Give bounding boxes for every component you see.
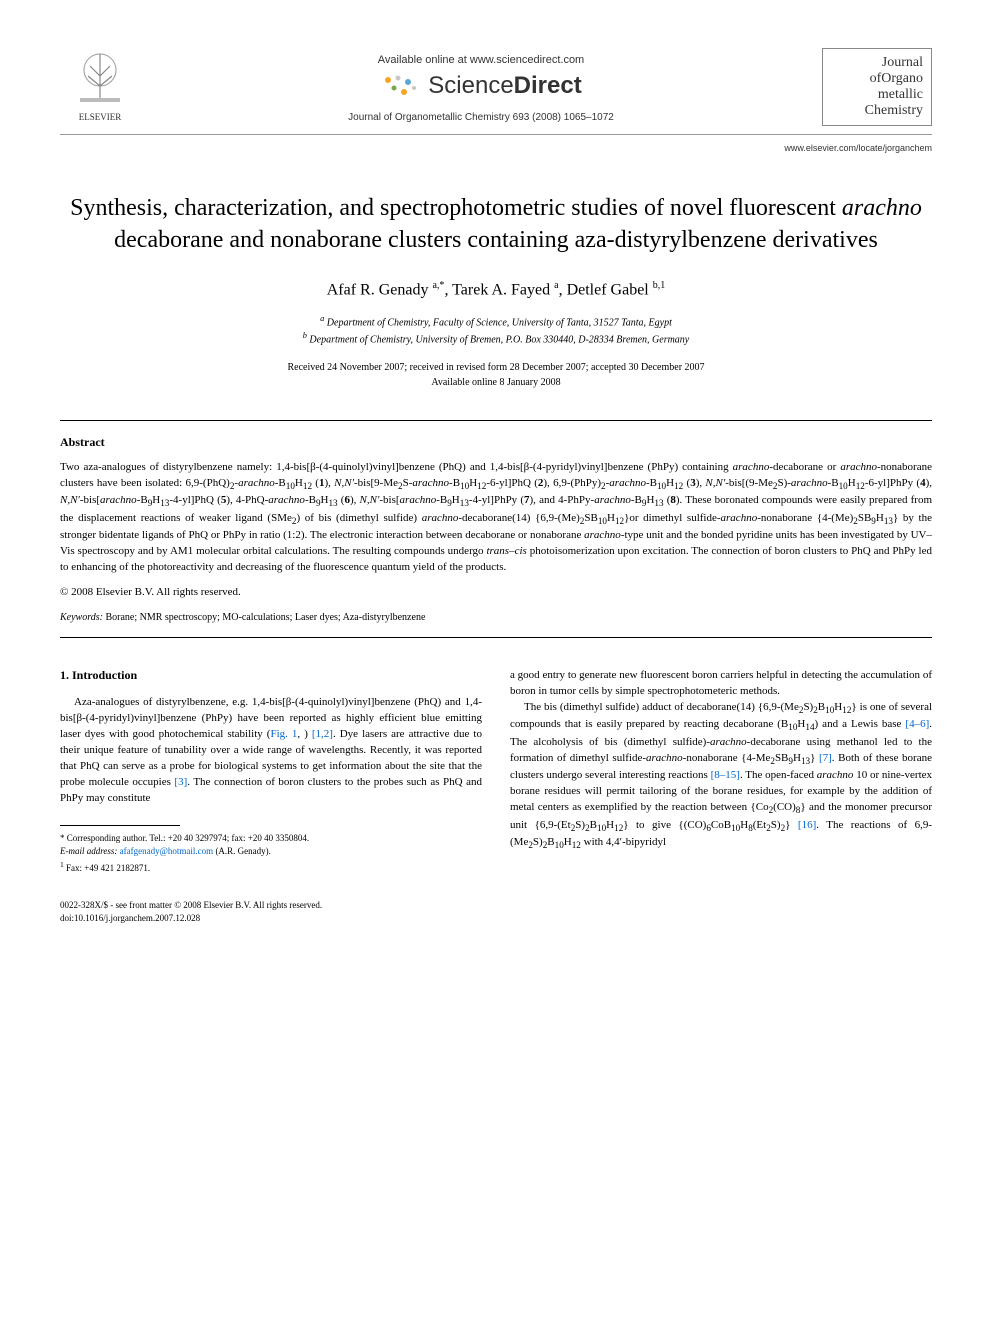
- email-address[interactable]: afafgenady@hotmail.com: [120, 846, 214, 856]
- journal-logo-line4: Chemistry: [831, 103, 923, 119]
- affiliations: a Department of Chemistry, Faculty of Sc…: [60, 313, 932, 348]
- fax-note: 1 Fax: +49 421 2182871.: [60, 859, 482, 876]
- center-header: Available online at www.sciencedirect.co…: [140, 48, 822, 123]
- journal-reference: Journal of Organometallic Chemistry 693 …: [140, 112, 822, 123]
- header-row: ELSEVIER Available online at www.science…: [60, 48, 932, 126]
- article-dates: Received 24 November 2007; received in r…: [60, 360, 932, 390]
- sciencedirect-logo: ScienceDirect: [380, 72, 581, 100]
- received-date: Received 24 November 2007; received in r…: [60, 360, 932, 375]
- online-date: Available online 8 January 2008: [60, 375, 932, 390]
- keywords-label: Keywords:: [60, 612, 103, 623]
- email-line: E-mail address: afafgenady@hotmail.com (…: [60, 845, 482, 859]
- title-pre: Synthesis, characterization, and spectro…: [70, 195, 842, 221]
- sd-light: Science: [428, 72, 513, 99]
- abstract-heading: Abstract: [60, 435, 932, 450]
- intro-col2: a good entry to generate new fluorescent…: [510, 668, 932, 853]
- doi-line: doi:10.1016/j.jorganchem.2007.12.028: [60, 912, 482, 925]
- journal-url: www.elsevier.com/locate/jorganchem: [60, 143, 932, 153]
- journal-logo-line2: ofOrgano: [831, 71, 923, 87]
- available-online-text: Available online at www.sciencedirect.co…: [140, 54, 822, 66]
- header-rule: [60, 134, 932, 135]
- authors: Afaf R. Genady a,*, Tarek A. Fayed a, De…: [60, 280, 932, 299]
- email-label: E-mail address:: [60, 846, 117, 856]
- elsevier-logo: ELSEVIER: [60, 48, 140, 122]
- footnote-separator: [60, 825, 180, 826]
- bottom-bar: 0022-328X/$ - see front matter © 2008 El…: [60, 899, 482, 924]
- sciencedirect-text: ScienceDirect: [428, 72, 581, 100]
- abstract-copyright: © 2008 Elsevier B.V. All rights reserved…: [60, 586, 932, 598]
- body-columns: 1. Introduction Aza-analogues of distyry…: [60, 668, 932, 924]
- abstract-bottom-rule: [60, 637, 932, 638]
- abstract-top-rule: [60, 420, 932, 421]
- sciencedirect-dots-icon: [380, 72, 420, 100]
- affiliation-b: b Department of Chemistry, University of…: [60, 330, 932, 347]
- intro-col1: Aza-analogues of distyrylbenzene, e.g. 1…: [60, 695, 482, 807]
- journal-logo-line3: metallic: [831, 87, 923, 103]
- affiliation-a: a Department of Chemistry, Faculty of Sc…: [60, 313, 932, 330]
- elsevier-tree-icon: [70, 48, 130, 108]
- keywords-text: Borane; NMR spectroscopy; MO-calculation…: [103, 612, 425, 623]
- corresponding-author-note: * Corresponding author. Tel.: +20 40 329…: [60, 832, 482, 846]
- title-post: decaborane and nonaborane clusters conta…: [114, 227, 878, 253]
- intro-heading: 1. Introduction: [60, 668, 482, 683]
- publisher-name: ELSEVIER: [60, 112, 140, 122]
- front-matter-line: 0022-328X/$ - see front matter © 2008 El…: [60, 899, 482, 912]
- sd-bold: Direct: [514, 72, 582, 99]
- column-left: 1. Introduction Aza-analogues of distyry…: [60, 668, 482, 924]
- column-right: a good entry to generate new fluorescent…: [510, 668, 932, 924]
- email-tail: (A.R. Genady).: [213, 846, 271, 856]
- title-italic: arachno: [842, 195, 922, 221]
- journal-logo-line1: Journal: [831, 55, 923, 71]
- journal-logo: Journal ofOrgano metallic Chemistry: [822, 48, 932, 126]
- keywords: Keywords: Borane; NMR spectroscopy; MO-c…: [60, 612, 932, 623]
- abstract-body: Two aza-analogues of distyrylbenzene nam…: [60, 460, 932, 576]
- article-title: Synthesis, characterization, and spectro…: [60, 193, 932, 255]
- footnotes: * Corresponding author. Tel.: +20 40 329…: [60, 832, 482, 876]
